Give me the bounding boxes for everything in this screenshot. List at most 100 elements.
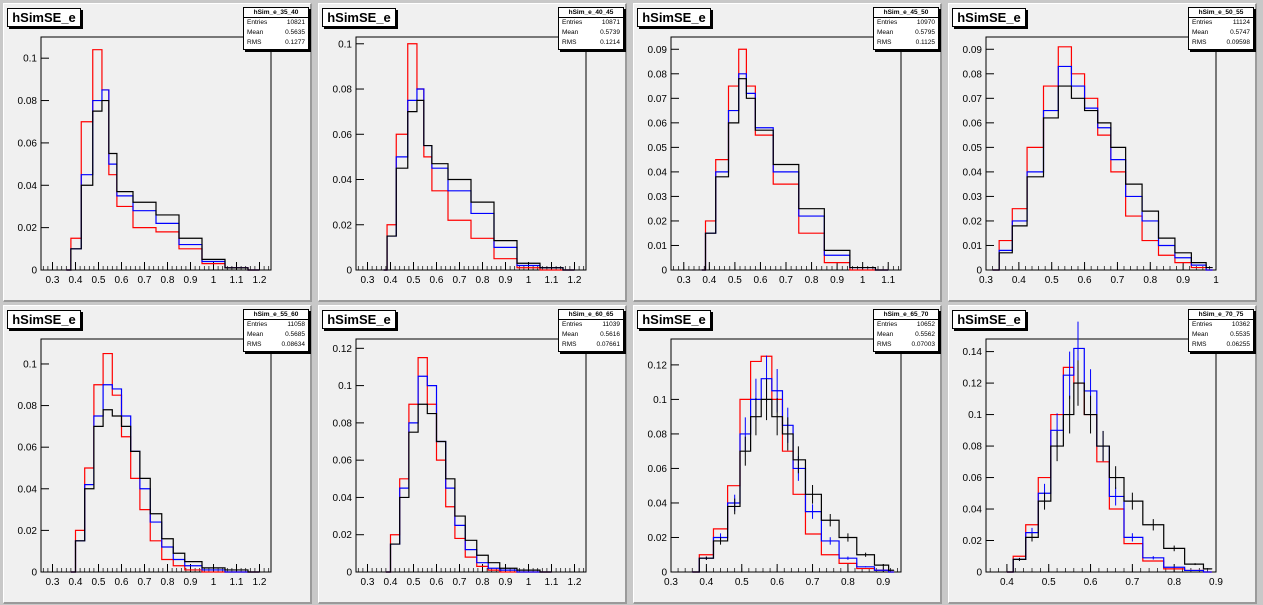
x-tick-label: 0.8 <box>476 577 490 588</box>
histogram-pad-3: 0.3 0.4 0.5 0.6 0.7 0.8 0.9 1 1.1 0 0.01 0.02 0.03 0.… <box>633 3 942 302</box>
y-tick-label: 0.03 <box>648 192 668 203</box>
stats-rms-row: RMS 0.1125 <box>874 38 938 48</box>
stats-entries-value: 10362 <box>1231 321 1250 328</box>
y-tick-label: 0.08 <box>18 401 38 412</box>
x-tick-label: 0.6 <box>770 577 784 588</box>
histogram-series-1 <box>383 43 575 271</box>
stats-histogram-name: hSim_e_45_50 <box>874 8 938 18</box>
histogram-pad-5: 0.3 0.4 0.5 0.6 0.7 0.8 0.9 1 1.1 1.2 0 0.02 0.04 0.0… <box>3 305 312 604</box>
stats-box: hSim_e_65_70 Entries 10652 Mean 0.5562 RMS 0.0… <box>873 309 939 352</box>
x-tick-label: 0.9 <box>184 577 198 588</box>
histogram-pad-7: 0.3 0.4 0.5 0.6 0.7 0.8 0.9 0 0.02 0.04 0.06 0.08 0.… <box>633 305 942 604</box>
stats-rms-row: RMS 0.07661 <box>559 340 623 350</box>
plot-frame <box>355 338 587 573</box>
y-tick-label: 0 <box>31 568 37 579</box>
stats-mean-label: Mean <box>247 331 264 338</box>
stats-mean-row: Mean 0.5795 <box>874 28 938 38</box>
x-tick-label: 0.3 <box>46 275 60 286</box>
y-tick-label: 0.04 <box>333 493 353 504</box>
histogram-series-3 <box>383 99 575 271</box>
y-tick-label: 0.02 <box>18 223 38 234</box>
x-tick-label: 1.1 <box>230 577 244 588</box>
stats-entries-row: Entries 10652 <box>874 320 938 330</box>
stats-entries-label: Entries <box>247 321 268 328</box>
y-tick-label: 0.06 <box>18 443 38 454</box>
x-tick-label: 0.3 <box>664 577 678 588</box>
stats-entries-row: Entries 10970 <box>874 18 938 28</box>
stats-mean-value: 0.5795 <box>915 29 935 36</box>
x-tick-label: 0.6 <box>115 577 129 588</box>
stats-mean-value: 0.5685 <box>285 331 305 338</box>
y-tick-label: 0.06 <box>333 456 353 467</box>
x-tick-label: 0.7 <box>1110 275 1124 286</box>
y-tick-label: 0 <box>346 266 352 277</box>
y-tick-label: 0.05 <box>963 143 983 154</box>
stats-rms-value: 0.07661 <box>596 341 621 348</box>
x-tick-label: 0.5 <box>92 577 106 588</box>
stats-rms-value: 0.09598 <box>1226 39 1251 46</box>
stats-entries-label: Entries <box>877 321 898 328</box>
stats-rms-value: 0.1125 <box>915 39 935 46</box>
stats-rms-value: 0.08634 <box>281 341 306 348</box>
stats-mean-row: Mean 0.5616 <box>559 330 623 340</box>
x-tick-label: 1 <box>211 275 217 286</box>
stats-mean-label: Mean <box>1192 29 1209 36</box>
stats-rms-row: RMS 0.1214 <box>559 38 623 48</box>
stats-entries-value: 10970 <box>916 19 935 26</box>
stats-mean-row: Mean 0.5739 <box>559 28 623 38</box>
stats-rms-value: 0.1214 <box>600 39 620 46</box>
stats-entries-label: Entries <box>562 321 583 328</box>
x-tick-label: 0.3 <box>361 577 375 588</box>
y-tick-label: 0.08 <box>963 69 983 80</box>
y-tick-label: 0 <box>661 266 667 277</box>
histogram-plot: 0.3 0.4 0.5 0.6 0.7 0.8 0.9 0 0.02 0.04 0.06 0.08 0.… <box>648 338 902 588</box>
stats-entries-label: Entries <box>877 19 898 26</box>
histogram-pad-4: 0.3 0.4 0.5 0.6 0.7 0.8 0.9 1 0 0.01 0.02 0.03 0.04 0… <box>948 3 1257 302</box>
stats-histogram-name: hSim_e_65_70 <box>874 310 938 320</box>
stats-entries-value: 10871 <box>601 19 620 26</box>
x-tick-label: 0.5 <box>728 275 742 286</box>
x-tick-label: 0.8 <box>841 577 855 588</box>
x-tick-label: 0.5 <box>1045 275 1059 286</box>
x-tick-label: 0.6 <box>1084 577 1098 588</box>
stats-box: hSim_e_45_50 Entries 10970 Mean 0.5795 RMS 0.1… <box>873 7 939 50</box>
stats-entries-row: Entries 11124 <box>1189 18 1253 28</box>
histogram-title: hSimSE_e <box>637 310 711 329</box>
histogram-series-3 <box>701 78 889 271</box>
y-tick-label: 0.1 <box>338 381 352 392</box>
x-tick-label: 0.3 <box>677 275 691 286</box>
stats-entries-label: Entries <box>1192 321 1213 328</box>
histogram-series-3 <box>70 409 260 573</box>
histogram-series-2 <box>385 375 552 573</box>
x-tick-label: 1.1 <box>230 275 244 286</box>
y-tick-label: 0 <box>976 266 982 277</box>
y-tick-label: 0 <box>661 568 667 579</box>
histogram-title: hSimSE_e <box>322 8 396 27</box>
y-tick-label: 0.09 <box>963 45 983 56</box>
y-tick-label: 0.09 <box>648 45 668 56</box>
x-tick-label: 0.6 <box>115 275 129 286</box>
plot-frame <box>40 338 272 573</box>
y-tick-label: 0.08 <box>648 69 668 80</box>
x-tick-label: 0.5 <box>407 275 421 286</box>
y-tick-label: 0.12 <box>333 344 353 355</box>
x-tick-label: 0.8 <box>476 275 490 286</box>
stats-entries-label: Entries <box>1192 19 1213 26</box>
stats-rms-row: RMS 0.08634 <box>244 340 308 350</box>
histogram-title: hSimSE_e <box>637 8 711 27</box>
y-tick-label: 0.1 <box>23 359 37 370</box>
histogram-series-3 <box>992 85 1213 271</box>
stats-box: hSim_e_60_65 Entries 11039 Mean 0.5616 RMS 0.0… <box>558 309 624 352</box>
stats-rms-value: 0.1277 <box>285 39 305 46</box>
stats-entries-row: Entries 10821 <box>244 18 308 28</box>
x-tick-label: 1 <box>526 577 532 588</box>
stats-mean-label: Mean <box>247 29 264 36</box>
stats-rms-row: RMS 0.09598 <box>1189 38 1253 48</box>
stats-box: hSim_e_70_75 Entries 10362 Mean 0.5535 RMS 0.0… <box>1188 309 1254 352</box>
y-tick-label: 0.06 <box>648 118 668 129</box>
x-tick-label: 0.7 <box>1125 577 1139 588</box>
x-tick-label: 0.7 <box>138 577 152 588</box>
histogram-pad-8: 0.4 0.5 0.6 0.7 0.8 0.9 0 0.02 0.04 0.06 0.08 0.1 0.… <box>948 305 1257 604</box>
stats-mean-value: 0.5562 <box>915 331 935 338</box>
x-tick-label: 0.7 <box>138 275 152 286</box>
